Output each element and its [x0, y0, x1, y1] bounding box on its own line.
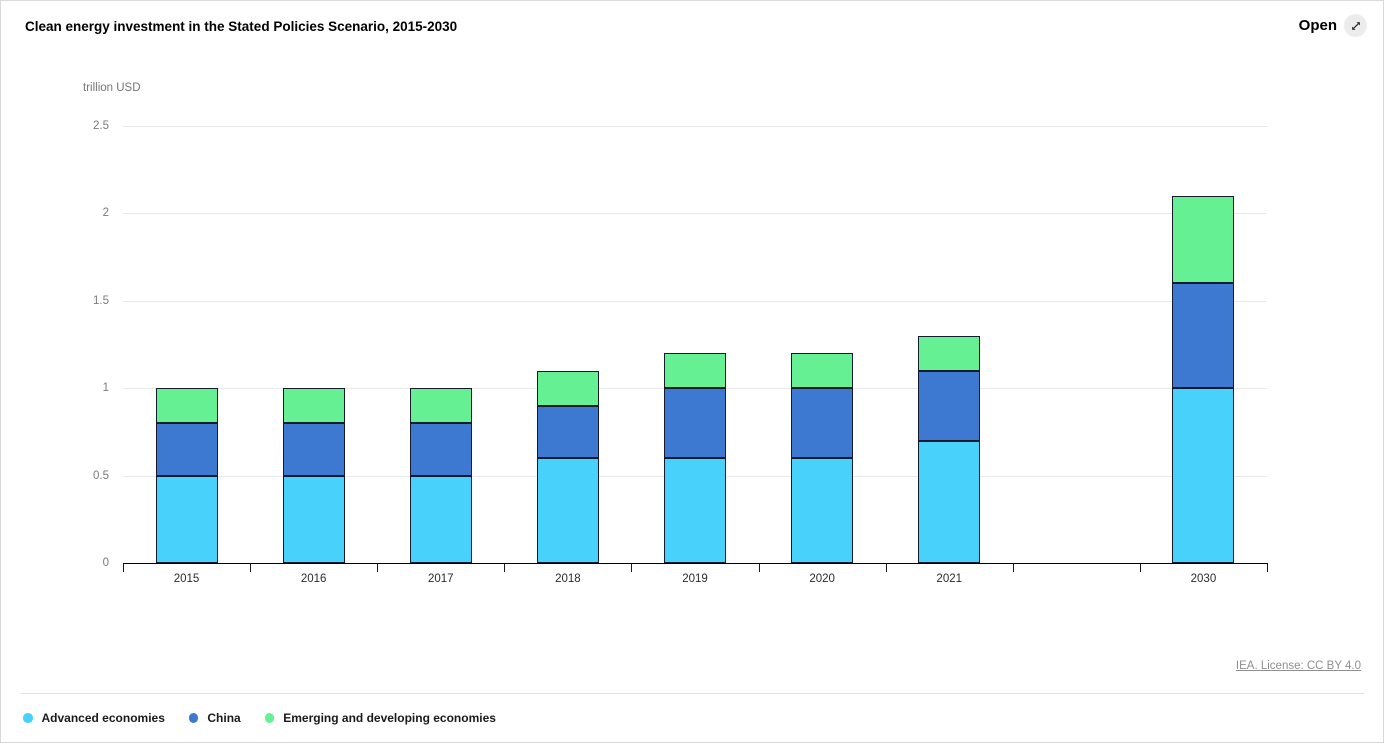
footer-divider — [21, 693, 1364, 694]
gridline-1.5 — [123, 300, 1267, 302]
x-tick-label-2020: 2020 — [809, 573, 835, 585]
bar-segment-2017-advanced-economies[interactable] — [409, 475, 472, 563]
legend-label: Advanced economies — [41, 711, 165, 725]
bar-segment-2030-china[interactable] — [1172, 283, 1235, 389]
legend-item-advanced-economies[interactable]: Advanced economies — [23, 711, 165, 725]
x-tick-label-2015: 2015 — [173, 573, 200, 585]
x-tick-label-2016: 2016 — [300, 573, 327, 585]
bar-segment-2019-emerging-and-developing-economies[interactable] — [664, 353, 726, 389]
bar-segment-2020-advanced-economies[interactable] — [791, 458, 854, 563]
bar-segment-2019-china[interactable] — [664, 388, 726, 459]
x-axis: 2015 2016 2017 2018 2019 2020 2021 2030 — [123, 563, 1268, 585]
x-tick-label-2019: 2019 — [682, 573, 708, 585]
bar-segment-2017-emerging-and-developing-economies[interactable] — [409, 388, 472, 424]
bar-segment-2015-china[interactable] — [155, 423, 218, 476]
bar-segment-2015-emerging-and-developing-economies[interactable] — [155, 388, 218, 424]
bar-segment-2015-advanced-economies[interactable] — [155, 475, 218, 563]
bar-segment-2030-advanced-economies[interactable] — [1172, 388, 1235, 563]
x-axis-tick — [1267, 564, 1268, 572]
chart-title: Clean energy investment in the Stated Po… — [25, 19, 458, 34]
x-tick-label-2030: 2030 — [1190, 573, 1217, 585]
bar-segment-2016-china[interactable] — [282, 423, 345, 476]
legend-dot-icon — [264, 713, 275, 723]
bar-segment-2018-china[interactable] — [536, 405, 599, 459]
x-tick-label-2018: 2018 — [555, 573, 581, 585]
y-tick-label-0.5: 0.5 — [93, 469, 109, 482]
bar-segment-2020-china[interactable] — [791, 388, 854, 459]
bar-segment-2021-advanced-economies[interactable] — [918, 440, 981, 563]
legend: Advanced economies China Emerging and deve… — [23, 706, 496, 730]
y-tick-label-1: 1 — [102, 382, 109, 395]
x-tick-label-2021: 2021 — [936, 573, 963, 585]
bar-segment-2016-emerging-and-developing-economies[interactable] — [282, 388, 345, 424]
y-tick-label-1.5: 1.5 — [93, 294, 109, 307]
legend-dot-icon — [23, 713, 33, 723]
bar-segment-2018-emerging-and-developing-economies[interactable] — [536, 370, 599, 406]
y-axis-unit-label: trillion USD — [83, 82, 141, 94]
x-axis-tick — [885, 564, 887, 572]
y-tick-label-0: 0 — [102, 557, 109, 569]
x-axis-tick — [631, 564, 633, 572]
legend-label: Emerging and developing economies — [283, 711, 496, 725]
bar-segment-2020-emerging-and-developing-economies[interactable] — [791, 353, 854, 389]
legend-item-china[interactable]: China — [188, 711, 241, 725]
x-axis-tick — [250, 564, 252, 572]
x-axis-tick — [758, 564, 760, 572]
x-tick-label-2017: 2017 — [427, 573, 454, 585]
plot-area — [123, 126, 1267, 563]
source-license-link[interactable]: IEA. License: CC BY 4.0 — [1235, 660, 1361, 672]
gridline-2.5 — [123, 126, 1267, 127]
bar-segment-2030-emerging-and-developing-economies[interactable] — [1172, 195, 1235, 284]
bar-segment-2021-emerging-and-developing-economies[interactable] — [918, 335, 981, 371]
gridline-2 — [123, 213, 1267, 215]
y-tick-label-2: 2 — [102, 207, 109, 220]
bar-segment-2021-china[interactable] — [918, 370, 981, 441]
legend-item-emerging-and-developing-economies[interactable]: Emerging and developing economies — [264, 711, 496, 725]
x-axis-tick — [1012, 564, 1014, 572]
x-axis-tick — [504, 564, 506, 572]
legend-dot-icon — [188, 713, 199, 723]
open-button-label: Open — [1298, 17, 1337, 34]
expand-diagonal-arrow-icon — [1344, 14, 1367, 37]
open-button[interactable]: Open — [1299, 14, 1367, 37]
y-tick-label-2.5: 2.5 — [93, 120, 109, 132]
legend-label: China — [207, 711, 241, 725]
x-axis-tick — [1139, 564, 1141, 572]
x-axis-tick — [377, 564, 379, 572]
bar-segment-2016-advanced-economies[interactable] — [282, 475, 345, 563]
bar-segment-2018-advanced-economies[interactable] — [536, 458, 599, 563]
x-axis-tick — [123, 564, 124, 572]
bar-segment-2019-advanced-economies[interactable] — [664, 458, 726, 563]
bar-segment-2017-china[interactable] — [409, 423, 472, 476]
